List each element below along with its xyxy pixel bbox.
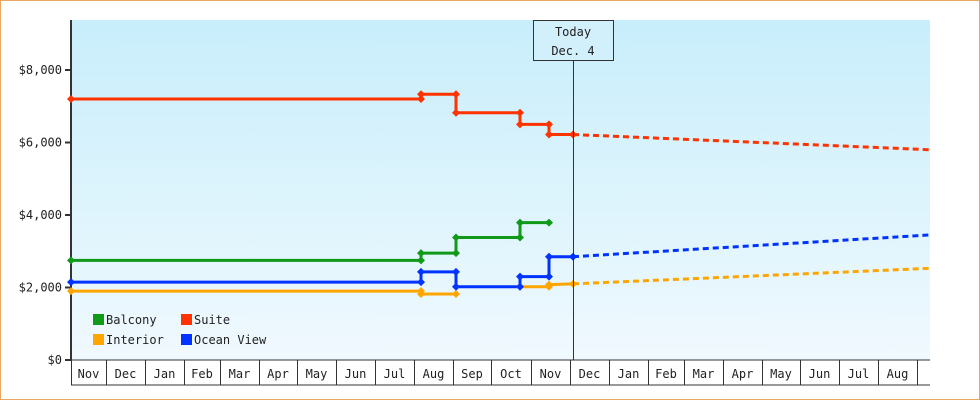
data-point-marker <box>545 252 553 261</box>
legend-swatch <box>181 334 192 345</box>
x-tick-label: Jun <box>345 367 367 381</box>
data-point-marker <box>417 249 425 258</box>
legend-label: Suite <box>194 313 230 327</box>
x-tick-label: May <box>770 367 792 381</box>
x-tick-label: Apr <box>267 367 289 381</box>
y-tick-label: $2,000 <box>19 281 62 295</box>
data-point-marker <box>67 256 75 265</box>
data-point-marker <box>545 130 553 139</box>
data-point-marker <box>452 267 460 276</box>
today-label: Today <box>555 25 591 39</box>
data-point-marker <box>545 272 553 281</box>
data-point-marker <box>417 95 425 103</box>
plot-area <box>71 20 930 360</box>
series-line-ocean-view <box>71 255 573 289</box>
legend: Balcony Suite Interior Ocean View <box>93 313 267 347</box>
x-tick-label: Feb <box>655 367 677 381</box>
x-tick-label: Nov <box>540 367 562 381</box>
data-point-marker <box>516 218 524 227</box>
data-point-marker <box>417 290 425 299</box>
y-tick-label: $0 <box>48 353 62 367</box>
legend-swatch <box>93 334 104 345</box>
x-tick-label: Oct <box>500 367 522 381</box>
data-point-marker <box>452 108 460 117</box>
x-tick-label: Dec <box>115 367 137 381</box>
today-marker: Today Dec. 4 <box>533 20 614 360</box>
x-tick-label: Mar <box>693 367 715 381</box>
series-lines <box>67 90 931 299</box>
data-point-marker <box>67 287 75 296</box>
data-point-marker <box>417 90 425 99</box>
data-point-marker <box>452 282 460 291</box>
x-tick-label: Apr <box>732 367 754 381</box>
data-point-marker <box>67 95 75 103</box>
data-point-marker <box>516 108 524 117</box>
x-tick-label: Mar <box>229 367 251 381</box>
x-tick-label: Aug <box>423 367 445 381</box>
data-point-marker <box>516 272 524 281</box>
data-point-marker <box>452 90 460 99</box>
x-tick-label: Jan <box>154 367 176 381</box>
legend-label: Interior <box>106 333 164 347</box>
y-tick-label: $4,000 <box>19 208 62 222</box>
x-tick-label: Jan <box>618 367 640 381</box>
data-point-marker <box>417 278 425 287</box>
x-axis: Nov Dec Jan Feb Mar Apr May Jun Jul Aug Sep Oct Nov D… <box>71 359 930 386</box>
x-tick-label: Jul <box>848 367 870 381</box>
x-tick-label: Nov <box>78 367 100 381</box>
data-point-marker <box>516 120 524 129</box>
legend-label: Ocean View <box>194 333 267 347</box>
legend-swatch <box>93 314 104 325</box>
data-point-marker <box>67 278 75 287</box>
y-tick-label: $6,000 <box>19 136 62 150</box>
x-tick-label: Sep <box>461 367 483 381</box>
x-tick-label: Jun <box>809 367 831 381</box>
legend-label: Balcony <box>106 313 157 327</box>
data-point-marker <box>417 256 425 265</box>
data-point-marker <box>545 120 553 129</box>
x-tick-label: Dec <box>579 367 601 381</box>
data-point-marker <box>545 280 553 289</box>
data-point-marker <box>417 267 425 276</box>
data-point-marker <box>545 218 553 227</box>
x-tick-label: Aug <box>887 367 909 381</box>
x-tick-label: May <box>306 367 328 381</box>
data-point-marker <box>516 282 524 291</box>
today-date: Dec. 4 <box>551 44 594 58</box>
y-axis: $0 $2,000 $4,000 $6,000 $8,000 <box>19 20 72 367</box>
x-tick-label: Feb <box>191 367 213 381</box>
legend-swatch <box>181 314 192 325</box>
data-point-marker <box>452 249 460 258</box>
x-tick-label: Jul <box>384 367 406 381</box>
data-point-marker <box>452 290 460 299</box>
data-point-marker <box>452 233 460 242</box>
data-point-marker <box>516 233 524 242</box>
y-tick-label: $8,000 <box>19 63 62 77</box>
